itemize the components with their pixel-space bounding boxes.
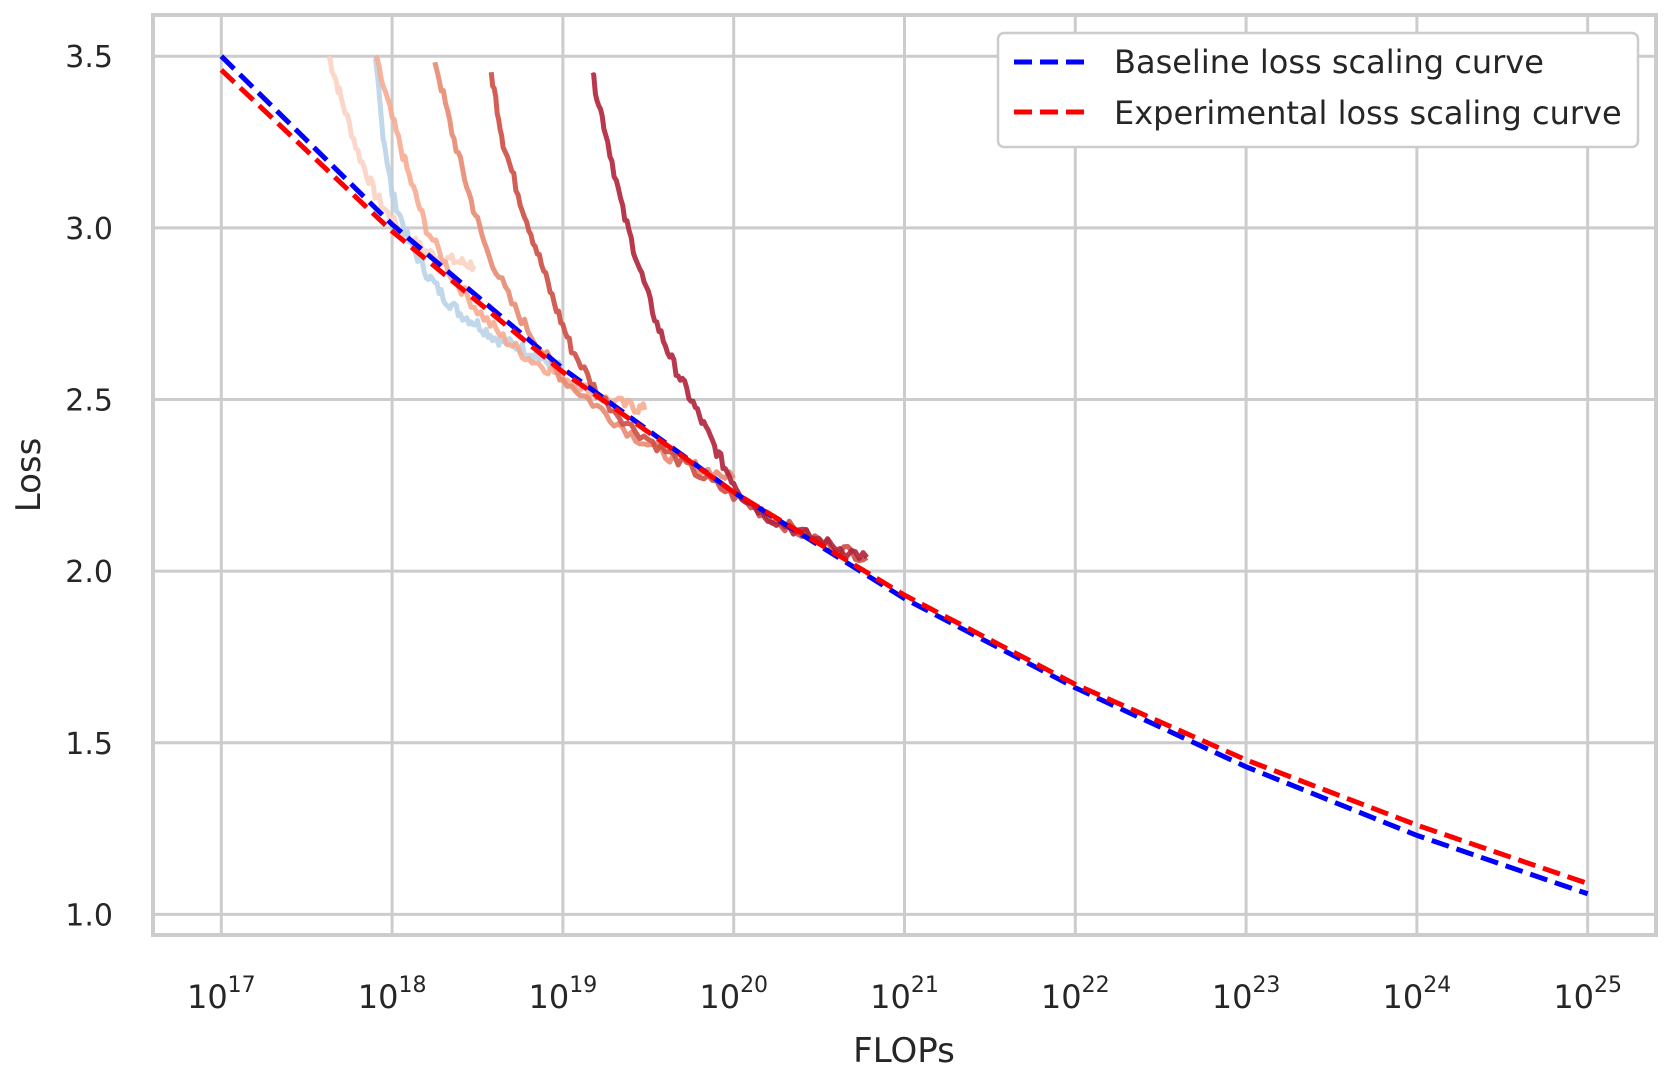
y-tick-label: 2.5 <box>65 383 113 418</box>
legend-label-baseline: Baseline loss scaling curve <box>1114 43 1544 81</box>
x-tick-label: 1020 <box>699 973 768 1016</box>
y-axis-label: Loss <box>9 438 49 513</box>
x-tick-label: 1024 <box>1383 973 1452 1016</box>
x-tick-label: 1022 <box>1041 973 1110 1016</box>
training-run-curve <box>488 71 869 564</box>
training-run-curve <box>373 54 648 415</box>
y-tick-label: 3.5 <box>65 40 113 75</box>
x-tick-label: 1025 <box>1553 973 1622 1016</box>
training-run-curve <box>590 72 869 561</box>
x-tick-label: 1023 <box>1212 973 1281 1016</box>
y-tick-labels: 1.0 1.5 2.0 2.5 3.0 3.5 <box>65 40 113 933</box>
x-tick-label: 1017 <box>187 973 256 1016</box>
grid <box>153 15 1656 935</box>
y-tick-label: 1.0 <box>65 898 113 933</box>
training-runs <box>326 54 869 564</box>
legend-label-experimental: Experimental loss scaling curve <box>1114 94 1622 132</box>
x-axis-label: FLOPs <box>853 1031 955 1071</box>
x-tick-label: 1019 <box>529 973 598 1016</box>
training-run-curve <box>372 58 565 371</box>
y-tick-label: 2.0 <box>65 555 113 590</box>
x-tick-label: 1018 <box>358 973 427 1016</box>
baseline-fit-curve <box>219 54 1589 897</box>
y-tick-label: 1.5 <box>65 727 113 762</box>
x-tick-label: 1021 <box>870 973 939 1016</box>
training-run-curve <box>432 61 736 481</box>
fit-curves <box>219 54 1589 897</box>
legend-box <box>996 31 1640 149</box>
y-tick-label: 3.0 <box>65 212 113 247</box>
experimental-fit-curve <box>219 68 1589 886</box>
x-tick-labels: 1017 1018 1019 1020 1021 1022 1023 1024 1025 <box>187 973 1622 1016</box>
legend: Baseline loss scaling curve Experimental… <box>996 31 1640 149</box>
